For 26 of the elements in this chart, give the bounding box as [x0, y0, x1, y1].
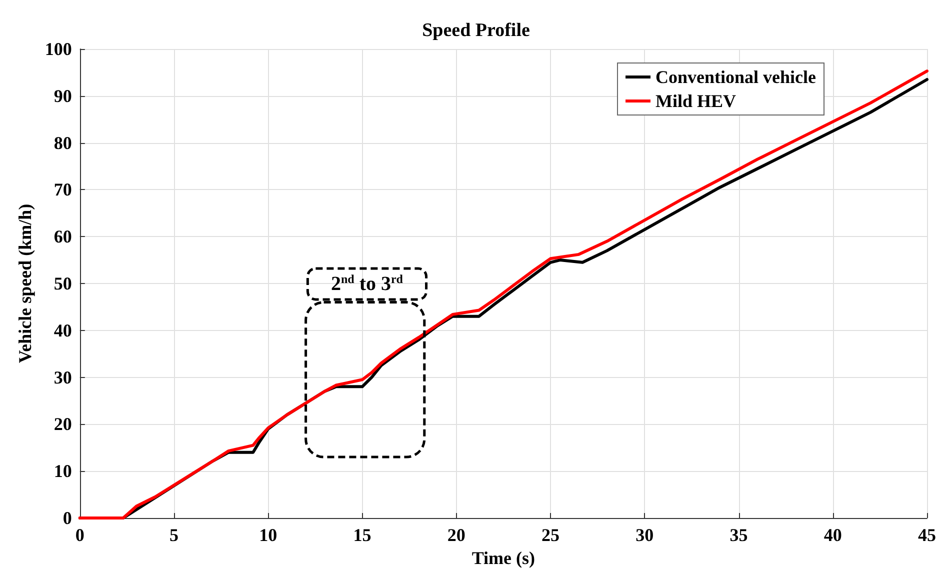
x-tick-label: 10	[259, 525, 278, 545]
x-tick-label: 45	[918, 525, 936, 545]
y-tick-label: 60	[54, 226, 72, 247]
legend-label: Mild HEV	[656, 91, 736, 111]
chart-title: Speed Profile	[422, 20, 530, 41]
y-tick-label: 40	[54, 320, 72, 340]
x-axis-title: Time (s)	[472, 548, 536, 568]
y-tick-label: 70	[54, 180, 72, 200]
legend-label: Conventional vehicle	[656, 67, 816, 87]
y-tick-label: 30	[54, 367, 72, 388]
x-tick-label: 35	[730, 525, 748, 545]
y-tick-label: 0	[62, 508, 72, 528]
y-tick-label: 50	[54, 274, 72, 294]
y-tick-label: 90	[54, 86, 72, 106]
x-tick-label: 30	[636, 525, 654, 545]
y-tick-label: 100	[44, 39, 72, 59]
y-tick-label: 20	[54, 414, 72, 434]
x-tick-label: 40	[824, 525, 842, 545]
x-tick-label: 25	[542, 525, 560, 545]
x-tick-label: 20	[447, 525, 466, 545]
x-tick-label: 0	[75, 525, 84, 545]
y-tick-label: 10	[54, 461, 72, 482]
y-axis-title: Vehicle speed (km/h)	[15, 204, 35, 364]
y-tick-label: 80	[54, 132, 72, 153]
x-tick-label: 15	[353, 525, 372, 545]
x-tick-label: 5	[170, 525, 179, 545]
